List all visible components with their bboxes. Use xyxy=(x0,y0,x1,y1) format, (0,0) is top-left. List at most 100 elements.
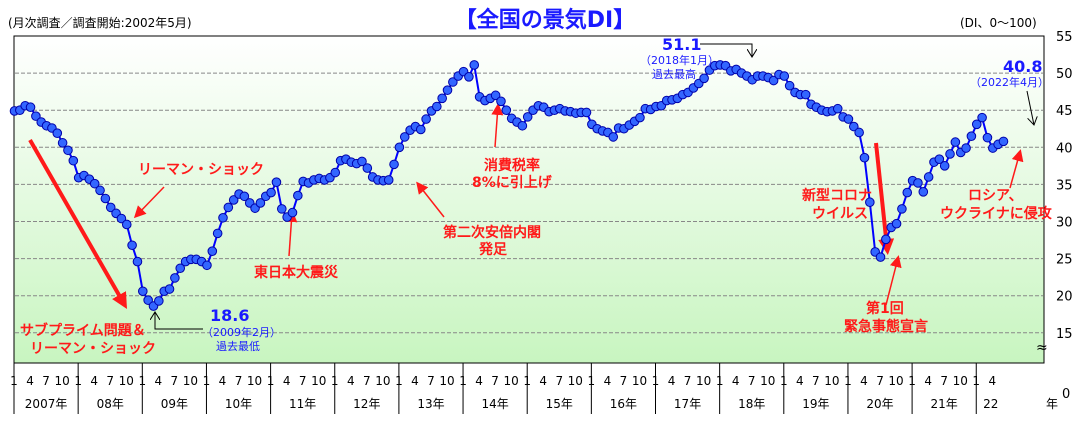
annotation-russia-2: ウクライナに侵攻 xyxy=(940,205,1053,222)
x-month-tick: 7 xyxy=(684,374,692,388)
x-month-tick: 7 xyxy=(748,374,756,388)
data-point xyxy=(784,80,795,91)
data-point xyxy=(699,73,709,84)
data-point xyxy=(175,263,186,274)
data-point xyxy=(138,286,148,297)
data-point xyxy=(961,143,971,153)
x-month-tick: 1 xyxy=(972,374,980,388)
data-point xyxy=(121,219,132,230)
annotation-covid-2: ウイルス xyxy=(812,206,868,222)
data-point xyxy=(608,132,619,142)
x-year-label: 11年 xyxy=(289,397,316,411)
data-point xyxy=(276,204,287,214)
x-year-label: 10年 xyxy=(225,397,252,411)
y-tick-label: 55 xyxy=(1056,30,1073,45)
y-tick-label: 0 xyxy=(1062,387,1070,402)
data-point xyxy=(105,202,116,213)
annotation-tax-2: 8%に引上げ xyxy=(472,175,553,191)
annotation-emergency-2: 緊急事態宣言 xyxy=(844,318,928,335)
y-axis: 15 20 25 30 35 40 45 50 55 0 ≈ xyxy=(1036,30,1073,402)
x-month-tick: 4 xyxy=(347,374,355,388)
x-month-tick: 1 xyxy=(780,374,788,388)
latest-value: 40.8 xyxy=(1003,57,1042,76)
data-point xyxy=(779,71,790,81)
data-point xyxy=(982,132,993,143)
data-point xyxy=(202,260,212,271)
data-point xyxy=(977,112,987,123)
x-month-tick: 4 xyxy=(796,374,804,388)
data-point xyxy=(223,202,234,213)
data-point xyxy=(212,228,223,239)
low-label: 過去最低 xyxy=(216,340,260,353)
data-point xyxy=(843,114,854,124)
x-year-label: 16年 xyxy=(610,397,637,411)
data-point xyxy=(389,159,399,170)
x-year-label: 19年 xyxy=(802,397,829,411)
data-markers xyxy=(9,60,1009,311)
data-point xyxy=(255,198,266,208)
data-point xyxy=(116,213,127,224)
data-point xyxy=(442,85,453,95)
x-month-tick: 4 xyxy=(411,374,419,388)
y-tick-label: 25 xyxy=(1056,253,1073,268)
data-point xyxy=(469,60,480,70)
x-year-label: 15年 xyxy=(546,397,573,411)
data-point xyxy=(854,127,864,138)
x-month-tick: 7 xyxy=(106,374,114,388)
annotation-subprime-1: サブプライム問題＆ xyxy=(20,322,146,339)
x-year-label: 09年 xyxy=(161,397,188,411)
axis-break-icon: ≈ xyxy=(1036,340,1048,356)
x-month-tick: 10 xyxy=(183,374,198,388)
low-value: 18.6 xyxy=(210,306,249,325)
data-point xyxy=(522,112,533,122)
x-month-tick: 7 xyxy=(363,374,371,388)
data-point xyxy=(881,234,891,245)
x-year-label: 14年 xyxy=(481,397,508,411)
x-month-tick: 1 xyxy=(908,374,916,388)
data-point xyxy=(239,191,250,202)
x-month-tick: 10 xyxy=(760,374,775,388)
data-point xyxy=(966,131,977,141)
data-point xyxy=(266,187,276,198)
x-month-tick: 1 xyxy=(138,374,146,388)
x-month-tick: 7 xyxy=(171,374,179,388)
x-month-tick: 4 xyxy=(860,374,868,388)
annotation-covid-1: 新型コロナ xyxy=(802,187,872,204)
data-point xyxy=(164,284,175,294)
x-month-tick: 1 xyxy=(523,374,531,388)
data-point xyxy=(170,273,180,283)
annotation-tax-1: 消費税率 xyxy=(484,157,540,174)
x-month-tick: 1 xyxy=(459,374,467,388)
x-month-tick: 10 xyxy=(696,374,711,388)
x-month-tick: 7 xyxy=(812,374,820,388)
data-point xyxy=(490,90,501,101)
high-date: （2018年1月） xyxy=(640,53,719,67)
data-point xyxy=(25,102,36,113)
data-point xyxy=(865,197,875,208)
data-point xyxy=(394,142,405,153)
data-point xyxy=(421,114,431,124)
x-month-tick: 10 xyxy=(568,374,583,388)
annotation-russia-1: ロシア、 xyxy=(968,188,1023,204)
x-year-label: 20年 xyxy=(866,397,893,411)
data-point xyxy=(228,195,239,205)
data-point xyxy=(362,163,373,173)
y-tick-label: 15 xyxy=(1056,327,1073,342)
high-value: 51.1 xyxy=(662,35,701,54)
x-month-tick: 7 xyxy=(42,374,50,388)
x-month-tick: 10 xyxy=(311,374,326,388)
latest-date: （2022年4月） xyxy=(970,75,1049,89)
x-month-tick: 7 xyxy=(940,374,948,388)
x-month-tick: 10 xyxy=(54,374,69,388)
x-month-tick: 4 xyxy=(155,374,163,388)
data-point xyxy=(581,107,592,118)
x-month-tick: 7 xyxy=(427,374,435,388)
x-month-tick: 7 xyxy=(555,374,563,388)
x-year-label: 13年 xyxy=(417,397,444,411)
data-point xyxy=(437,93,447,104)
x-year-label: 08年 xyxy=(97,397,124,411)
data-point xyxy=(950,137,961,147)
data-point xyxy=(31,111,41,121)
